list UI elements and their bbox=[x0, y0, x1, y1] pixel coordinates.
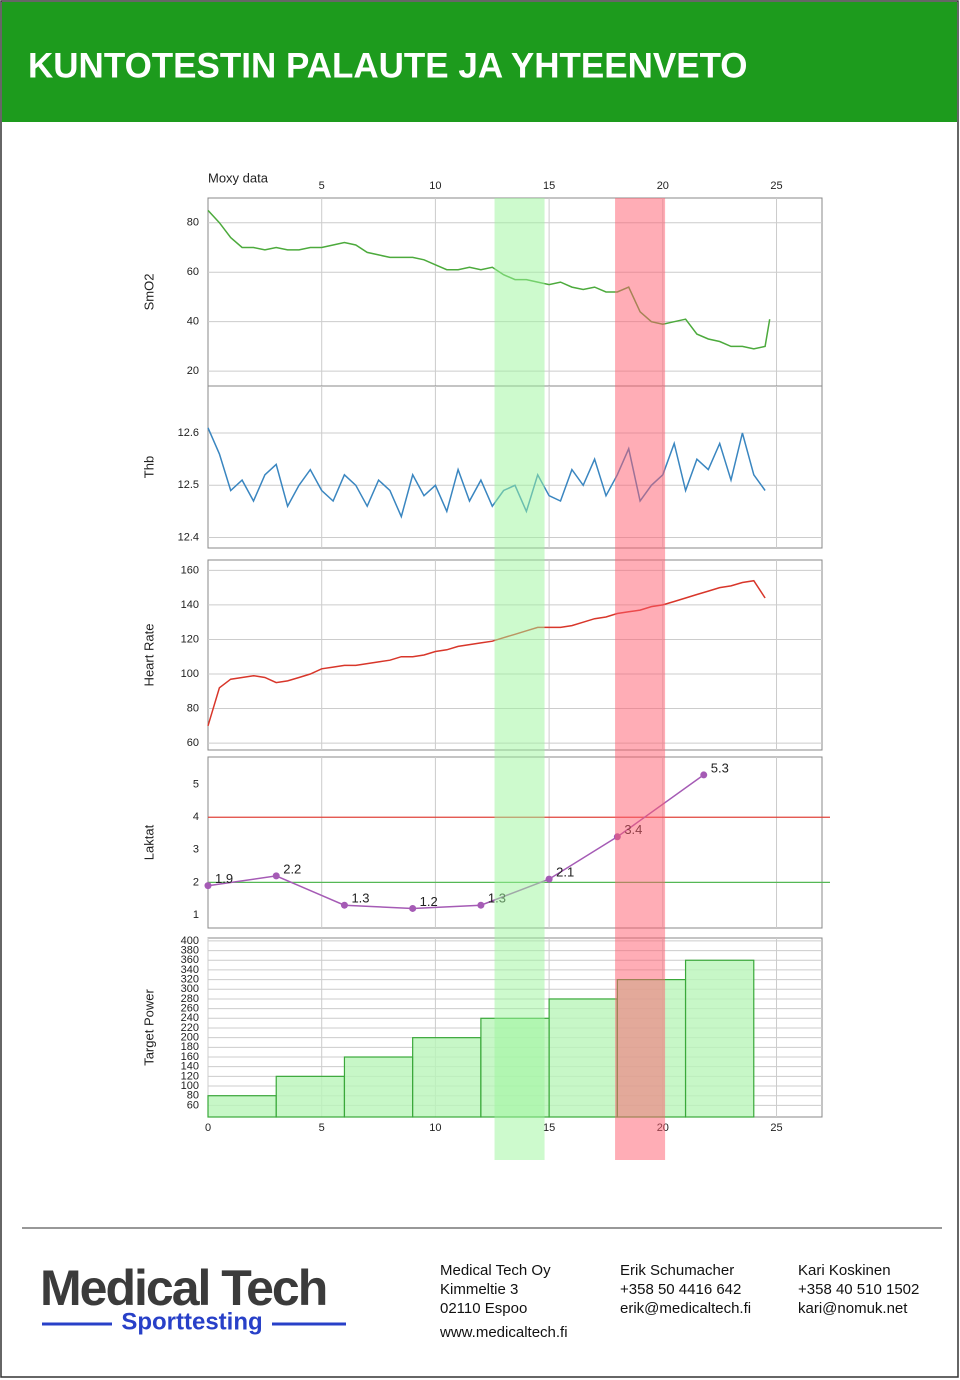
y-tick-label: 140 bbox=[181, 1061, 199, 1073]
data-point bbox=[477, 901, 485, 909]
data-label: 5.3 bbox=[711, 760, 729, 775]
y-tick-label: 80 bbox=[187, 702, 199, 714]
contact-line: Kari Koskinen bbox=[798, 1262, 891, 1279]
contact-line: erik@medicaltech.fi bbox=[620, 1300, 751, 1317]
highlight-zone bbox=[615, 198, 666, 1160]
y-tick-label: 80 bbox=[187, 217, 199, 229]
data-point bbox=[340, 901, 348, 909]
x-tick-label: 0 bbox=[205, 1122, 211, 1134]
y-tick-label: 160 bbox=[181, 564, 199, 576]
x-tick-label: 25 bbox=[770, 180, 782, 192]
data-point bbox=[545, 875, 553, 883]
x-tick-label: 10 bbox=[429, 1122, 441, 1134]
y-tick-label: 40 bbox=[187, 316, 199, 328]
y-axis-label: SmO2 bbox=[141, 274, 156, 311]
data-line bbox=[207, 427, 766, 519]
y-tick-label: 60 bbox=[187, 1099, 199, 1111]
step-bar bbox=[343, 1056, 414, 1118]
y-tick-label: 340 bbox=[181, 964, 199, 976]
data-label: 2.2 bbox=[283, 861, 301, 876]
y-tick-label: 140 bbox=[181, 599, 199, 611]
contact-line: +358 50 4416 642 bbox=[620, 1281, 741, 1298]
y-tick-label: 120 bbox=[181, 633, 199, 645]
y-tick-label: 1 bbox=[193, 909, 199, 921]
y-tick-label: 240 bbox=[181, 1012, 199, 1024]
y-tick-label: 60 bbox=[187, 737, 199, 749]
company-line: Medical Tech Oy bbox=[440, 1262, 551, 1279]
step-bar bbox=[207, 1095, 277, 1118]
logo-tagline: Sporttesting bbox=[121, 1308, 262, 1335]
data-point bbox=[204, 882, 212, 890]
x-tick-label: 25 bbox=[770, 1122, 782, 1134]
data-line bbox=[207, 209, 771, 350]
y-tick-label: 260 bbox=[181, 1003, 199, 1015]
y-tick-label: 80 bbox=[187, 1090, 199, 1102]
contact-line: +358 40 510 1502 bbox=[798, 1281, 919, 1298]
contact-line: Erik Schumacher bbox=[620, 1262, 734, 1279]
x-tick-label: 20 bbox=[657, 180, 669, 192]
highlight-zone bbox=[494, 198, 545, 1160]
y-tick-label: 120 bbox=[181, 1070, 199, 1082]
x-tick-label: 10 bbox=[429, 180, 441, 192]
chart-title: Moxy data bbox=[208, 170, 269, 185]
step-bar bbox=[684, 959, 755, 1118]
y-tick-label: 4 bbox=[193, 811, 199, 823]
data-label: 1.9 bbox=[215, 871, 233, 886]
logo-name: Medical Tech bbox=[40, 1260, 326, 1316]
y-tick-label: 5 bbox=[193, 779, 199, 791]
data-label: 2.1 bbox=[556, 865, 574, 880]
data-point bbox=[409, 904, 417, 912]
contact-line: kari@nomuk.net bbox=[798, 1300, 908, 1317]
y-tick-label: 20 bbox=[187, 365, 199, 377]
company-line: Kimmeltie 3 bbox=[440, 1281, 518, 1298]
company-line: www.medicaltech.fi bbox=[439, 1324, 568, 1341]
data-point bbox=[272, 872, 280, 880]
y-tick-label: 12.5 bbox=[178, 479, 199, 491]
y-axis-label: Thb bbox=[141, 456, 156, 478]
y-tick-label: 280 bbox=[181, 993, 199, 1005]
data-line bbox=[207, 774, 705, 910]
y-tick-label: 220 bbox=[181, 1022, 199, 1034]
data-label: 1.2 bbox=[420, 894, 438, 909]
y-axis-label: Laktat bbox=[141, 824, 156, 860]
x-tick-label: 5 bbox=[319, 180, 325, 192]
y-tick-label: 400 bbox=[181, 935, 199, 947]
step-bar bbox=[275, 1075, 346, 1118]
y-axis-label: Target Power bbox=[141, 989, 156, 1066]
y-tick-label: 320 bbox=[181, 974, 199, 986]
y-tick-label: 180 bbox=[181, 1041, 199, 1053]
y-tick-label: 3 bbox=[193, 844, 199, 856]
company-line: 02110 Espoo bbox=[440, 1300, 527, 1317]
data-point bbox=[700, 771, 708, 779]
y-axis-label: Heart Rate bbox=[141, 624, 156, 687]
data-label: 1.3 bbox=[351, 891, 369, 906]
x-tick-label: 15 bbox=[543, 1122, 555, 1134]
header-bar bbox=[2, 2, 957, 122]
y-tick-label: 380 bbox=[181, 944, 199, 956]
y-tick-label: 60 bbox=[187, 266, 199, 278]
y-tick-label: 12.6 bbox=[178, 427, 199, 439]
step-bar bbox=[548, 998, 618, 1118]
x-tick-label: 5 bbox=[319, 1122, 325, 1134]
y-tick-label: 100 bbox=[181, 1080, 199, 1092]
zones bbox=[494, 198, 666, 1160]
y-tick-label: 160 bbox=[181, 1051, 199, 1063]
y-tick-label: 2 bbox=[193, 876, 199, 888]
header-title: KUNTOTESTIN PALAUTE JA YHTEENVETO bbox=[28, 46, 748, 85]
step-bar bbox=[412, 1037, 482, 1118]
y-tick-label: 300 bbox=[181, 983, 199, 995]
y-tick-label: 360 bbox=[181, 954, 199, 966]
y-tick-label: 12.4 bbox=[178, 531, 199, 543]
y-tick-label: 100 bbox=[181, 668, 199, 680]
y-tick-label: 200 bbox=[181, 1032, 199, 1044]
x-tick-label: 15 bbox=[543, 180, 555, 192]
data-line bbox=[207, 579, 766, 727]
